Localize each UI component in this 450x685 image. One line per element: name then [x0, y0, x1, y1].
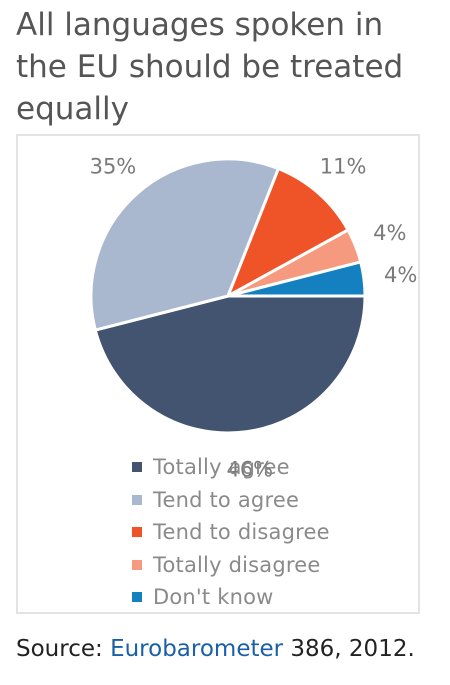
legend-label: Totally disagree [153, 552, 321, 577]
legend-swatch [132, 559, 142, 570]
slice-label: 35% [90, 154, 137, 178]
legend-label: Don't know [153, 585, 274, 610]
pie-slice-don-t-know [226, 260, 367, 298]
pie-chart: 46% 35% 11% 4% 4% [89, 154, 417, 482]
legend-label: Totally agree [153, 455, 290, 480]
legend-item: Totally agree [132, 451, 330, 484]
legend-item: Tend to agree [132, 484, 330, 517]
slice-label: 11% [320, 154, 367, 178]
legend-label: Tend to agree [153, 487, 300, 512]
slice-label: 46% [226, 458, 273, 482]
chart-frame: 46% 35% 11% 4% 4% Totally agree Tend to agree… [16, 134, 420, 614]
slice-label: 4% [373, 221, 406, 245]
legend-swatch [132, 462, 142, 473]
pie-slice-tend-to-disagree [226, 167, 350, 298]
source-suffix: 386, 2012. [283, 636, 415, 662]
legend-swatch [132, 527, 142, 538]
slice-label: 4% [384, 263, 417, 287]
pie-slice-tend-to-agree [89, 157, 280, 332]
source-link[interactable]: Eurobarometer [110, 636, 284, 662]
legend-item: Totally disagree [132, 549, 330, 582]
source-line: Source: Eurobarometer 386, 2012. [16, 636, 415, 662]
source-prefix: Source: [16, 636, 111, 662]
legend-item: Don't know [132, 581, 330, 614]
legend-label: Tend to disagree [153, 520, 330, 545]
legend: Totally agree Tend to agree Tend to disagr… [132, 451, 330, 614]
legend-swatch [132, 494, 142, 505]
legend-item: Tend to disagree [132, 516, 330, 549]
legend-swatch [132, 592, 142, 603]
chart-title: All languages spoken in the EU should be… [16, 7, 404, 127]
pie-slice-totally-agree [93, 294, 367, 435]
